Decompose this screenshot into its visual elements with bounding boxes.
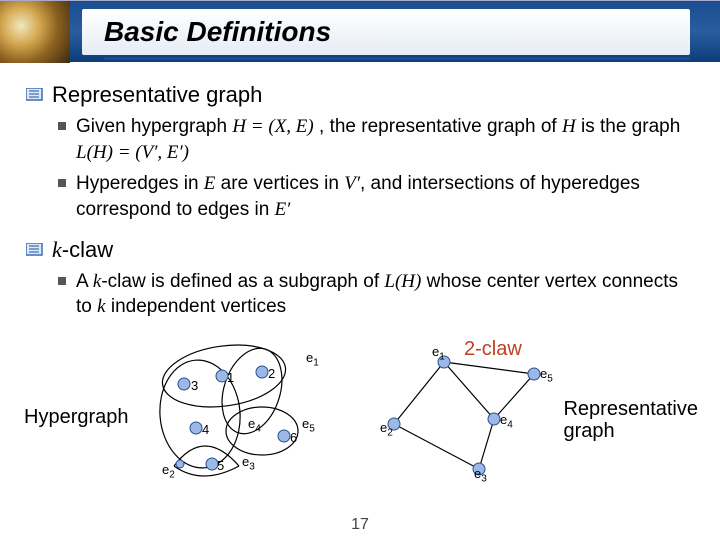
edge-e3-left: e3 bbox=[242, 454, 255, 473]
content-area: Representative graph Given hypergraph H … bbox=[0, 62, 720, 496]
hypergraph-label: Hypergraph bbox=[24, 406, 129, 429]
text-fragment: -claw is defined as a subgraph of bbox=[101, 271, 384, 292]
edge-e4-right: e4 bbox=[500, 412, 513, 431]
math-Vp: V′ bbox=[344, 173, 360, 194]
math-E: E bbox=[204, 173, 216, 194]
edge-e3-right: e3 bbox=[474, 466, 487, 485]
bullet-2-1: A k -claw is defined as a subgraph of L(H… bbox=[58, 269, 688, 320]
math-LH: L(H) = (V′, E′) bbox=[76, 142, 189, 163]
page-number: 17 bbox=[351, 516, 369, 534]
bullet-1-2: Hyperedges in E are vertices in V′, and … bbox=[58, 171, 688, 222]
section-2-title: k-claw bbox=[52, 237, 113, 263]
edge-e5-right: e5 bbox=[540, 366, 553, 385]
node-3: 3 bbox=[191, 378, 198, 393]
edge-e4-left: e4 bbox=[248, 416, 261, 435]
math-H: H bbox=[562, 116, 576, 137]
math-H-XE: H = (X, E) bbox=[232, 116, 313, 137]
square-bullet-icon bbox=[58, 179, 66, 187]
bullet-box-icon bbox=[26, 88, 44, 102]
text-fragment: , the representative graph of bbox=[314, 116, 562, 137]
edge-e2-left: e2 bbox=[162, 462, 175, 481]
math-LH2: L(H) bbox=[384, 271, 421, 292]
bullet-1-1: Given hypergraph H = (X, E) , the repres… bbox=[58, 114, 688, 165]
edge-e1-left: e1 bbox=[306, 350, 319, 369]
math-Ep: E′ bbox=[275, 199, 291, 220]
square-bullet-icon bbox=[58, 277, 66, 285]
math-k: k bbox=[52, 237, 62, 262]
title-box: Basic Definitions bbox=[82, 9, 690, 55]
section-1-title: Representative graph bbox=[52, 82, 262, 108]
bullet-1-2-text: Hyperedges in E are vertices in V′, and … bbox=[76, 171, 688, 222]
edge-e2-right: e2 bbox=[380, 420, 393, 439]
bullet-2-1-text: A k -claw is defined as a subgraph of L(H… bbox=[76, 269, 688, 320]
square-bullet-icon bbox=[58, 122, 66, 130]
text-fragment: is the graph bbox=[576, 116, 681, 137]
bullet-box-icon bbox=[26, 243, 44, 257]
section-1-head: Representative graph bbox=[26, 82, 688, 108]
text-fragment: A bbox=[76, 271, 93, 292]
text-fragment: -claw bbox=[62, 237, 113, 262]
text-fragment: are vertices in bbox=[215, 173, 344, 194]
bullet-1-1-text: Given hypergraph H = (X, E) , the repres… bbox=[76, 114, 688, 165]
text-fragment: independent vertices bbox=[106, 296, 287, 317]
section-2-head: k-claw bbox=[26, 237, 688, 263]
header-globe-decoration bbox=[0, 1, 70, 63]
node-4: 4 bbox=[202, 422, 209, 437]
text-fragment: Given hypergraph bbox=[76, 116, 232, 137]
header-bar: Basic Definitions bbox=[0, 0, 720, 62]
node-2: 2 bbox=[268, 366, 275, 381]
node-6: 6 bbox=[290, 430, 297, 445]
node-5: 5 bbox=[217, 458, 224, 473]
node-1: 1 bbox=[227, 370, 234, 385]
edge-e5-left: e5 bbox=[302, 416, 315, 435]
math-k2: k bbox=[97, 296, 105, 317]
slide-title: Basic Definitions bbox=[104, 16, 331, 48]
figure-area: Hypergraph Representativegraph 2-claw 3 … bbox=[44, 326, 688, 496]
title-underline bbox=[104, 57, 690, 60]
edge-e1-right: e1 bbox=[432, 344, 445, 363]
text-fragment: Hyperedges in bbox=[76, 173, 204, 194]
